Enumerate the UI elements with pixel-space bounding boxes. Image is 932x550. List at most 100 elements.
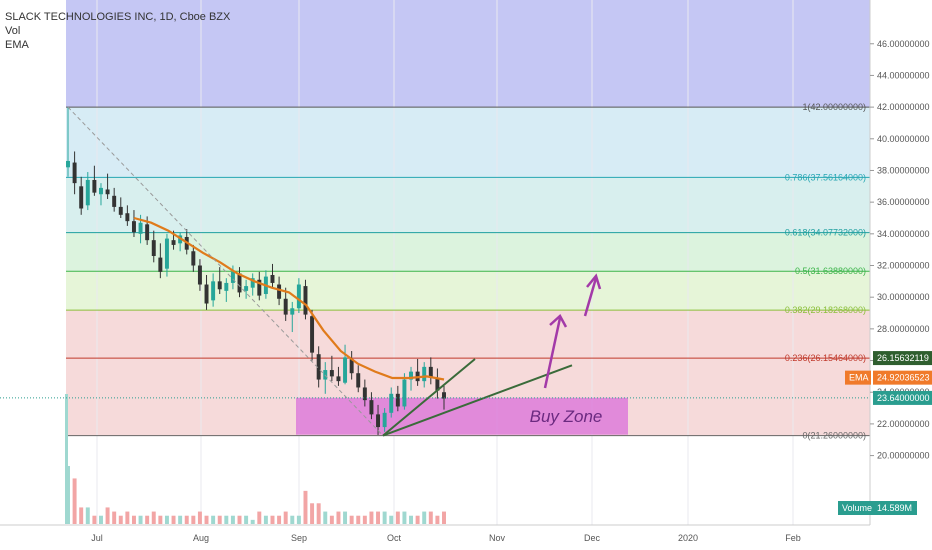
candles [66,107,446,435]
volume-bar [197,511,202,524]
volume-bar [250,519,255,524]
candle-body [211,281,216,301]
candle-body [270,275,275,283]
volume-bar [72,478,77,524]
price-tag-last-bg [873,351,932,366]
price-axis-bg [870,0,932,550]
time-tick-label: Aug [193,533,209,543]
candle-body [428,366,433,378]
candle-body [336,376,341,382]
time-tick-label: 2020 [678,533,698,543]
volume-bar-large [65,394,68,524]
candle-body [369,400,374,415]
fib-label: 0.786(37.56164000) [785,172,866,182]
price-tick-label: 42.00000000 [877,102,930,112]
volume-bar [138,515,143,524]
volume-bar [171,515,176,524]
volume-bar [310,503,315,524]
volume-bar [151,511,156,524]
breakout-arrow-2 [583,277,598,317]
candle-body [402,379,407,407]
fib-label: 0.5(31.63880000) [795,266,866,276]
candle-body [250,278,255,288]
volume-bar [290,515,295,524]
drawings [67,106,602,437]
candle-body [158,257,163,272]
volume-bar [145,515,150,524]
volume-bar [224,515,229,524]
breakout-arrow-1 [543,317,562,389]
price-tick-label: 20.00000000 [877,451,930,461]
candle-body [329,370,334,377]
candle-body [85,179,90,206]
volume-bar [270,515,275,524]
candle-body [277,284,282,299]
volume-bar [303,490,308,524]
volume-bar [257,511,262,524]
candle-body [224,282,229,291]
candle-body [92,179,97,193]
volume-indicator-label[interactable]: Vol [5,25,21,37]
fib-label: 1(42.00000000) [802,102,866,112]
volume-bar [118,515,123,524]
candle-body [191,251,196,266]
chart-legend: SLACK TECHNOLOGIES INC, 1D, Cboe BZX Vol… [5,10,230,52]
volume-bar [131,515,136,524]
candle-body [442,392,446,399]
ema-tag-value-bg [873,370,932,385]
volume-bar [349,515,354,524]
candle-body [257,279,262,296]
candle-body [376,414,381,428]
price-tick-label: 28.00000000 [877,324,930,334]
candle-body [197,265,202,285]
candle-body [237,273,242,293]
candle-body [303,286,308,315]
buy-zone: Buy Zone [296,397,628,435]
fib-zone [66,271,870,311]
volume-bar [316,503,321,524]
volume-value-bg [873,501,917,515]
volume-bar [105,507,110,524]
candle-body [79,186,84,209]
volume-bar [395,511,400,524]
candle-body [283,298,288,315]
candle-body [382,412,387,428]
time-axis[interactable]: Jul Aug Sep Oct Nov Dec 2020 Feb [0,524,870,550]
volume-bar [277,515,282,524]
candle-body [99,187,103,195]
volume-value-label: 14.589M [877,503,912,513]
volume-bar [125,511,130,524]
ema-tag-name: EMA [849,373,869,383]
fib-zone-top [66,0,870,108]
volume-bar [435,515,440,524]
ema-tag-value: 24.92036523 [877,373,930,383]
price-tag-current-bg [873,390,932,405]
candle-body [118,206,123,215]
candle-body [395,393,400,407]
candle-body [389,393,394,413]
volume-bar [362,515,367,524]
fib-zone [66,107,870,178]
chart-title: SLACK TECHNOLOGIES INC, 1D, Cboe BZX [5,11,231,23]
fib-zones [66,0,870,436]
candle-body [171,240,176,245]
time-axis-bg [0,525,870,550]
candle-body [316,354,321,380]
volume-bar [79,507,84,524]
volume-bar [112,511,117,524]
volume-tag-bg [838,501,874,515]
volume-bar [217,515,222,524]
ema-tag-name-bg [845,370,871,385]
candle-body [362,387,367,401]
price-tick-label: 32.00000000 [877,261,930,271]
volume-bar [382,511,387,524]
fib-label: 0.382(29.18268000) [785,305,866,315]
time-tick-label: Nov [489,533,506,543]
ema-indicator-label[interactable]: EMA [5,39,29,51]
trend-line-shallow [382,364,573,437]
time-tick-label: Oct [387,533,402,543]
volume-bar [329,515,334,524]
volume-bar [184,515,189,524]
